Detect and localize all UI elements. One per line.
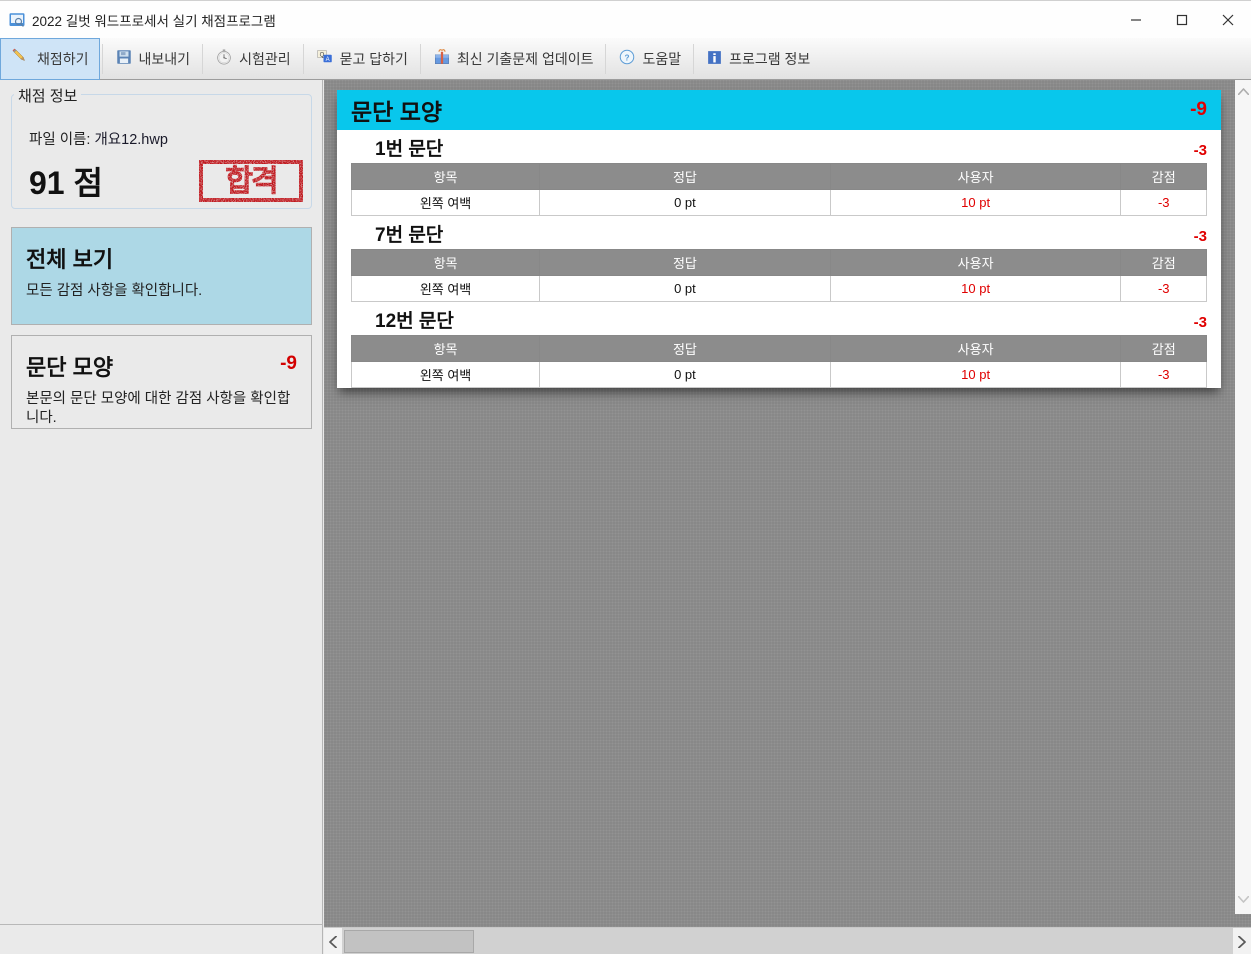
svg-text:A: A	[325, 57, 329, 63]
svg-text:?: ?	[625, 53, 630, 62]
svg-text:합격: 합격	[225, 165, 276, 198]
